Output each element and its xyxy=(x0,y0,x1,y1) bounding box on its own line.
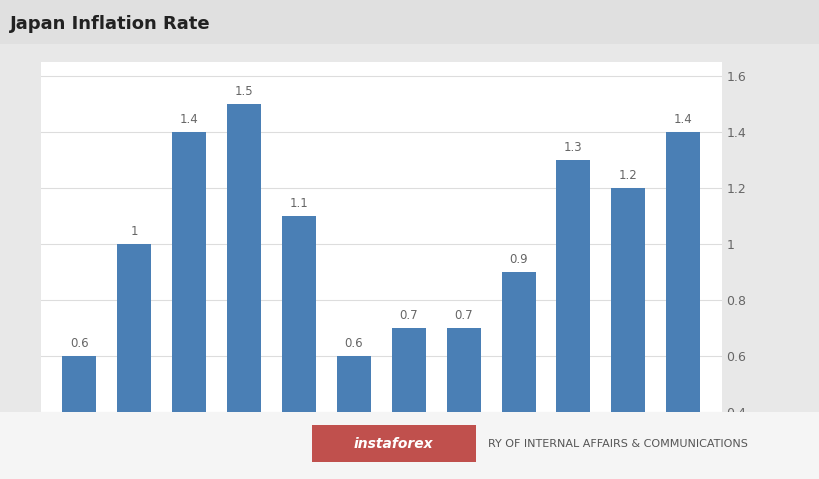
Text: Japan Inflation Rate: Japan Inflation Rate xyxy=(10,15,210,33)
Bar xyxy=(62,356,97,479)
Text: 0.7: 0.7 xyxy=(399,309,418,322)
Text: 1.3: 1.3 xyxy=(563,141,582,154)
Bar xyxy=(501,272,535,479)
Bar xyxy=(556,160,590,479)
Bar xyxy=(665,132,699,479)
Bar xyxy=(117,244,152,479)
Bar xyxy=(391,328,425,479)
Bar xyxy=(172,132,206,479)
Text: 1.2: 1.2 xyxy=(618,169,637,182)
Text: instaforex: instaforex xyxy=(353,437,433,451)
Text: 1.1: 1.1 xyxy=(289,197,308,210)
Text: 0.6: 0.6 xyxy=(70,337,88,350)
Text: 1: 1 xyxy=(130,225,138,238)
Text: 0.6: 0.6 xyxy=(344,337,363,350)
Text: 1.4: 1.4 xyxy=(179,113,198,126)
Bar xyxy=(282,216,315,479)
Bar xyxy=(446,328,480,479)
Bar xyxy=(610,188,645,479)
Bar xyxy=(337,356,370,479)
Text: 1.4: 1.4 xyxy=(673,113,692,126)
Text: RY OF INTERNAL AFFAIRS & COMMUNICATIONS: RY OF INTERNAL AFFAIRS & COMMUNICATIONS xyxy=(487,439,747,449)
Text: 0.9: 0.9 xyxy=(509,253,527,266)
Text: 0.7: 0.7 xyxy=(454,309,473,322)
Bar xyxy=(227,104,260,479)
Text: 1.5: 1.5 xyxy=(234,85,253,98)
